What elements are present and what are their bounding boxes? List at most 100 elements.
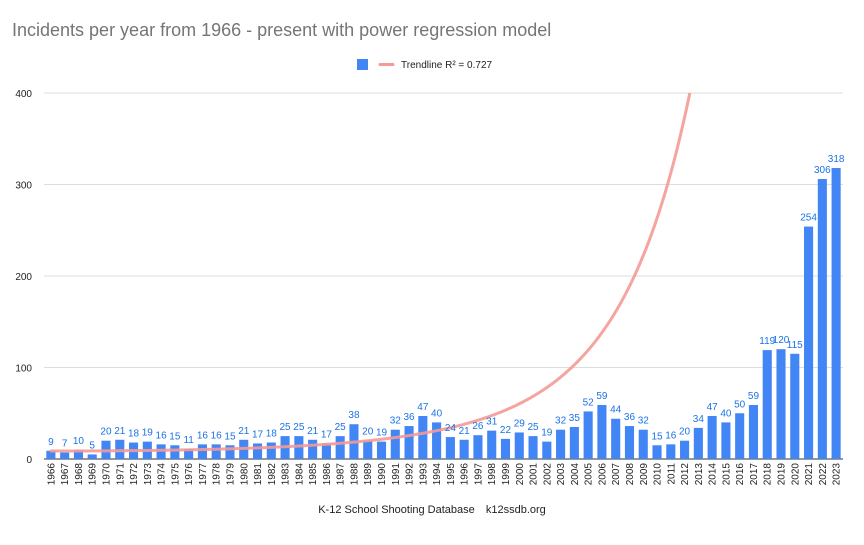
x-tick-label: 1975 [170,463,181,486]
data-label: 50 [734,399,746,410]
data-label: 59 [748,391,760,402]
x-tick-label: 2003 [556,463,567,486]
data-label: 9 [48,437,54,448]
x-tick-label: 1982 [267,463,278,486]
x-tick-label: 1995 [446,463,457,486]
bar [514,432,524,459]
bar [73,449,83,459]
bar [831,168,841,459]
data-label: 38 [348,410,360,421]
x-tick-label: 1996 [460,463,471,486]
data-label: 25 [335,422,347,433]
x-tick-label: 2019 [777,463,788,486]
bar [390,429,400,459]
bar [294,436,304,459]
bar [652,445,662,459]
bar [211,444,221,459]
x-tick-label: 1985 [308,463,319,486]
bar [680,440,690,459]
bar [776,349,786,459]
data-label: 7 [62,439,68,450]
data-label: 32 [390,416,402,427]
x-tick-label: 1972 [129,463,140,486]
bar [666,444,676,459]
x-tick-label: 1967 [60,463,71,486]
data-label: 16 [197,430,209,441]
trendline [49,93,692,453]
x-tick-label: 1971 [115,463,126,486]
bar [569,426,579,459]
bar [404,426,414,459]
data-label: 16 [665,430,677,441]
data-label: 16 [211,430,223,441]
chart-title: Incidents per year from 1966 - present w… [12,20,552,40]
bar [225,445,235,459]
data-label: 25 [527,422,539,433]
bar [748,405,759,459]
y-tick-label: 100 [15,364,32,375]
data-label: 59 [596,391,608,402]
bar [542,441,552,459]
x-tick-label: 2017 [749,463,760,486]
bar [624,426,635,459]
x-tick-label: 2021 [804,463,815,486]
legend: Trendline R² = 0.727 [357,59,493,71]
data-label: 21 [238,426,250,437]
x-tick-label: 1969 [88,463,99,486]
data-label: 25 [293,422,305,433]
bar [693,427,703,459]
trendline-group [49,93,692,453]
x-tick-label: 1988 [349,463,360,486]
data-label: 21 [307,426,319,437]
data-label: 20 [679,427,691,438]
data-label: 15 [651,431,663,442]
x-tick-label: 1981 [253,463,264,486]
data-label: 35 [569,413,581,424]
x-tick-label: 2002 [542,463,553,486]
x-tick-label: 1989 [363,463,374,486]
bar [266,442,276,459]
x-tick-label: 1976 [184,463,195,486]
bar [556,429,566,459]
bar [170,445,180,459]
bar [638,429,648,459]
data-label: 29 [514,418,526,429]
x-tick-label: 2016 [735,463,746,486]
x-tick-label: 1992 [405,463,416,486]
x-tick-label: 2022 [818,463,829,486]
bar [60,452,70,459]
data-label: 21 [459,426,471,437]
data-label: 11 [183,435,194,446]
x-tick-label: 2004 [570,463,581,486]
bar [321,443,331,459]
x-tick-label: 2011 [666,463,677,485]
data-label: 10 [73,436,85,447]
source-label: K-12 School Shooting Database [318,504,475,516]
x-tick-label: 1991 [391,463,402,486]
data-label: 32 [555,416,567,427]
x-tick-label: 2007 [611,463,622,486]
x-tick-label: 1970 [101,463,112,486]
data-label: 31 [486,417,498,428]
y-tick-label: 0 [26,455,32,466]
legend-bar-swatch [357,59,368,70]
bar [197,444,207,459]
data-label: 25 [280,422,292,433]
x-tick-label: 2012 [680,463,691,486]
bar [721,422,731,459]
bar [611,418,621,459]
bar [184,448,194,459]
bar [335,436,345,459]
data-label: 34 [693,414,705,425]
x-tick-label: 1994 [432,463,443,486]
x-tick-label: 1984 [294,463,305,486]
x-tick-label: 2000 [515,463,526,486]
x-axis-ticks: 1966 1967 1968 1969 1970 1971 1972 1973 1974 1975… [46,463,842,486]
data-label: 20 [362,427,374,438]
data-label: 16 [156,430,168,441]
x-tick-label: 1980 [239,463,250,486]
data-label: 24 [445,423,457,434]
x-tick-label: 1977 [198,463,209,486]
